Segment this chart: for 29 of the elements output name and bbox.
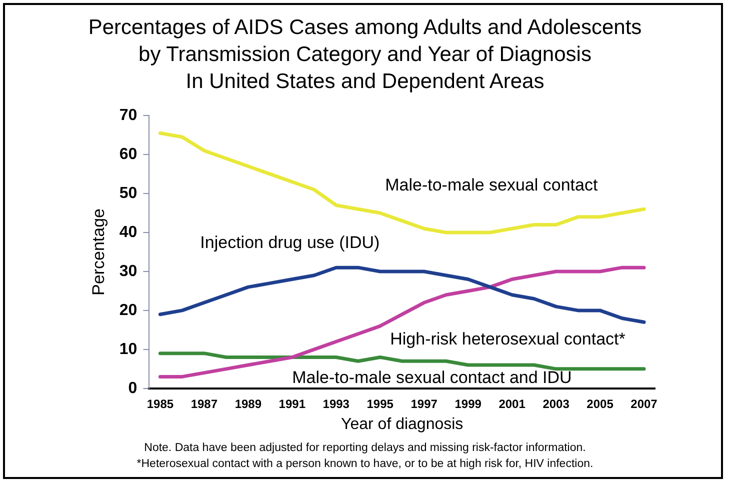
y-tick-label: 60 [119,146,138,163]
x-tick-label: 2001 [498,396,526,411]
x-tick-label: 1991 [278,396,306,411]
x-tick-label: 2003 [542,396,570,411]
series-label: Male-to-male sexual contact and IDU [292,368,572,387]
x-tick-label: 1987 [190,396,218,411]
y-axis-title: Percentage [88,208,108,296]
y-tick-label: 10 [119,340,138,358]
x-tick-label: 1993 [322,396,350,411]
text: Note. Data have been adjusted for reporting delays and missing risk-factor information. [143,441,587,456]
x-tick-label: 1985 [146,396,174,411]
x-tick-label: 1989 [234,396,262,411]
chart-title: Percentages of AIDS Cases among Adults and Adolescents by Transmission Category and Year of Diagnosis In United States and Dependent Areas [87,15,643,95]
y-tick-label: 0 [128,380,138,397]
y-tick-label: 20 [119,302,138,319]
y-tick-label: 50 [119,184,138,202]
series-label: Male-to-male sexual contact [385,176,598,195]
y-tick-label: 30 [119,262,138,280]
y-tick-label: 70 [119,107,138,124]
text: *Heterosexual contact with a person known to have, or to be at high risk for, HIV infection. [136,457,594,472]
x-tick-label: 1997 [410,396,438,411]
x-tick-label: 2005 [586,396,614,411]
x-tick-label: 1999 [454,396,482,411]
y-tick-label: 40 [119,224,138,241]
x-axis-title: Year of diagnosis [341,416,464,433]
series-label: Injection drug use (IDU) [200,232,380,252]
x-tick-label: 1995 [366,396,394,411]
series-label: High-risk heterosexual contact* [390,330,626,349]
x-tick-label: 2007 [630,396,658,411]
